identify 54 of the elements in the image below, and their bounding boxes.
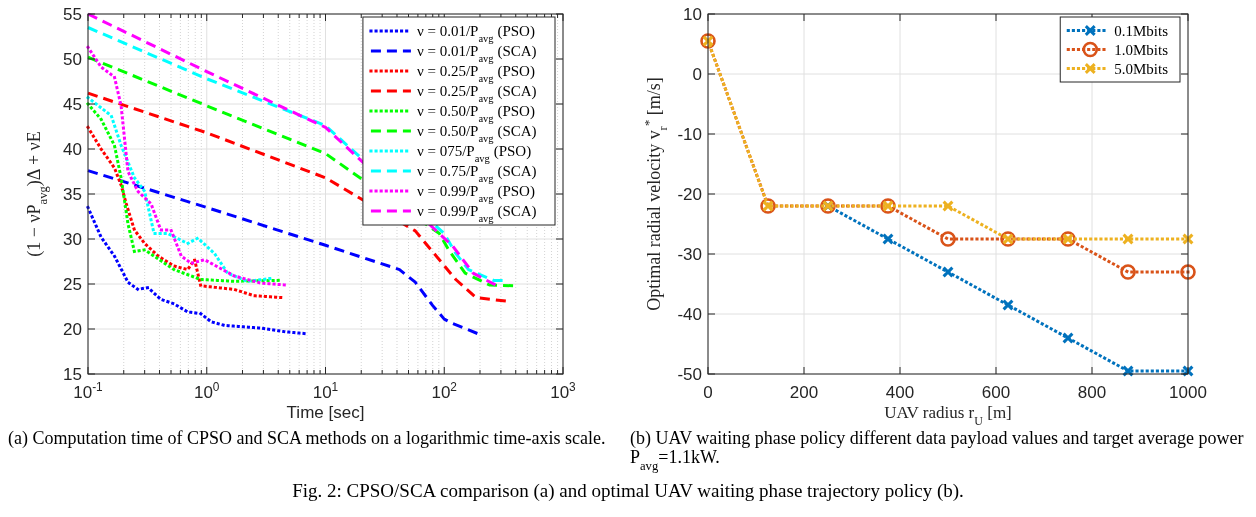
x-tick-label: 600: [981, 383, 1011, 402]
legend-label: ν = 0.99/P$_{avg}$ (SCA): [416, 203, 537, 224]
x-tick-label: 400: [885, 383, 915, 402]
point: [942, 266, 954, 278]
x-axis-title: Time [sec]: [286, 403, 365, 422]
y-tick-label: 10: [683, 5, 702, 24]
x-tick-label: 10$^{3}$: [550, 380, 577, 402]
y-tick-label: -40: [677, 305, 702, 324]
y-tick-label: -30: [677, 245, 702, 264]
y-tick-label: 20: [63, 320, 82, 339]
legend-label: ν = 0.99/P$_{avg}$ (PSO): [416, 183, 535, 204]
x-tick-label: 200: [789, 383, 819, 402]
point: [1122, 365, 1134, 377]
point: [942, 200, 954, 212]
legend-label: 0.1Mbits: [1114, 22, 1169, 39]
point: [1182, 365, 1194, 377]
legend-label: ν = 0.50/P$_{avg}$ (SCA): [416, 123, 537, 144]
y-tick-label: 0: [692, 65, 702, 84]
y-tick-label: 25: [63, 275, 82, 294]
x-tick-label: 10$^{0}$: [193, 380, 220, 402]
x-tick-label: 10$^{2}$: [431, 380, 458, 402]
point: [1182, 233, 1194, 245]
legend-label: ν = 0.50/P$_{avg}$ (PSO): [416, 103, 535, 124]
legend-label: 1.0Mbits: [1114, 41, 1169, 58]
legend-label: ν = 0.25/P$_{avg}$ (SCA): [416, 83, 537, 104]
y-tick-label: 35: [63, 185, 82, 204]
point: [1002, 299, 1014, 311]
point: [940, 231, 956, 247]
x-tick-label: 800: [1077, 383, 1107, 402]
y-tick-label: -10: [677, 125, 702, 144]
x-axis-title: UAV radius r$_{U}$ [m]: [884, 403, 1012, 428]
point: [1062, 332, 1074, 344]
caption: Fig. 2: CPSO/SCA comparison (a) and optimal UAV waiting phase trajectory policy (b).: [292, 480, 964, 502]
y-tick-label: 55: [63, 5, 82, 24]
y-tick-label: -50: [677, 365, 702, 384]
point: [1120, 264, 1136, 280]
legend-label: ν = 0.01/P$_{avg}$ (PSO): [416, 23, 535, 44]
legend-label: 5.0Mbits: [1114, 60, 1169, 77]
y-tick-label: 45: [63, 95, 82, 114]
y-tick-label: 40: [63, 140, 82, 159]
legend-label: ν = 0.75/P$_{avg}$ (SCA): [416, 163, 537, 184]
point: [1180, 264, 1196, 280]
x-tick-label: 10$^{1}$: [312, 380, 339, 402]
point: [1122, 233, 1134, 245]
legend-label: ν = 0.01/P$_{avg}$ (SCA): [416, 43, 537, 64]
point: [882, 233, 894, 245]
y-tick-label: -20: [677, 185, 702, 204]
text: (b) UAV waiting phase policy different data payload values and target average power P$_{avg}$=1.1kW.: [630, 428, 1244, 473]
legend-label: ν = 075/P$_{avg}$ (PSO): [416, 143, 532, 164]
legend-label: ν = 0.25/P$_{avg}$ (PSO): [416, 63, 535, 84]
y-tick-label: 30: [63, 230, 82, 249]
text: (a) Computation time of CPSO and SCA methods on a logarithmic time-axis scale.: [8, 428, 606, 449]
x-tick-label: 1000: [1169, 383, 1207, 402]
y-tick-label: 50: [63, 50, 82, 69]
